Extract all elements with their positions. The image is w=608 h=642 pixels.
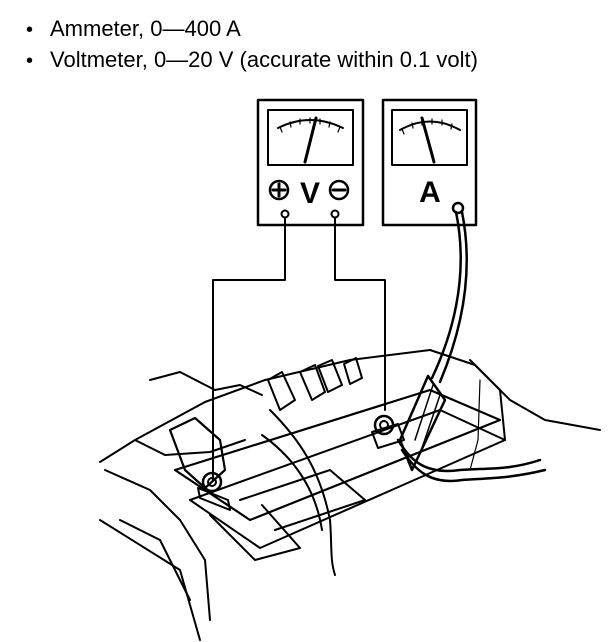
ammeter-inductive-clamp <box>398 374 447 472</box>
battery-vent-cap <box>209 504 301 561</box>
voltmeter-positive-terminal <box>280 209 290 219</box>
negative-battery-cable <box>400 448 547 483</box>
ammeter-needle <box>420 116 436 164</box>
voltmeter-scale-ticks <box>279 117 341 133</box>
voltmeter: V <box>256 98 365 227</box>
voltmeter-needle <box>303 116 318 164</box>
battery-hold-down <box>269 409 336 576</box>
bullet-icon: • <box>26 50 34 72</box>
battery-engine-bay <box>99 349 601 641</box>
battery-tray <box>119 519 191 601</box>
spec-text-voltmeter: Voltmeter, 0—20 V (accurate within 0.1 v… <box>50 47 478 72</box>
battery-tray <box>104 469 211 621</box>
negative-battery-cable <box>396 438 542 473</box>
voltmeter-case <box>256 98 365 227</box>
voltmeter-negative-terminal <box>330 209 340 219</box>
battery-top <box>173 388 502 522</box>
negative-battery-post <box>373 414 395 436</box>
spec-text-ammeter: Ammeter, 0—400 A <box>50 16 241 41</box>
battery-cell-cap <box>317 359 343 393</box>
ammeter-clamp-detail <box>414 384 441 449</box>
voltmeter-label: V <box>300 177 320 210</box>
battery-label-panel <box>239 469 366 531</box>
fender-edge <box>149 371 263 396</box>
ammeter-lead-cable <box>430 210 462 380</box>
ammeter-lead-cable <box>438 210 468 384</box>
battery-case-edge <box>189 409 506 549</box>
ammeter-case <box>381 98 478 227</box>
ammeter-scale-arc <box>399 120 461 131</box>
body-panel-edge <box>469 359 601 431</box>
specification-list: • Ammeter, 0—400 A • Voltmeter, 0—20 V (ac… <box>26 14 478 76</box>
ammeter-label: A <box>419 176 441 209</box>
battery-cell-cap <box>267 371 296 411</box>
positive-battery-post <box>207 477 217 487</box>
ammeter: A <box>381 98 478 227</box>
voltmeter-negative-lead <box>334 217 386 411</box>
battery-hold-down <box>261 434 323 531</box>
negative-symbol-icon <box>328 179 350 201</box>
positive-symbol-icon <box>268 179 290 201</box>
spec-item-voltmeter: • Voltmeter, 0—20 V (accurate within 0.1 … <box>26 45 478 76</box>
bullet-icon: • <box>26 19 34 41</box>
voltmeter-positive-lead <box>212 217 286 481</box>
ammeter-lead-entry <box>451 201 465 215</box>
battery-tray <box>99 519 201 641</box>
negative-terminal-clamp <box>371 423 405 449</box>
positive-symbol-icon <box>271 182 287 198</box>
battery-cell-cap <box>343 357 363 385</box>
body-panel-detail <box>469 379 481 471</box>
fender-edge <box>134 439 246 456</box>
battery-cell-cap <box>299 364 326 401</box>
voltmeter-dial-window <box>267 109 354 166</box>
spec-item-ammeter: • Ammeter, 0—400 A <box>26 14 478 45</box>
positive-terminal-cover <box>168 416 227 490</box>
ammeter-dial-window <box>391 109 468 166</box>
fender-edge <box>99 349 431 463</box>
positive-battery-post <box>201 471 223 493</box>
positive-terminal-clamp <box>197 487 231 511</box>
